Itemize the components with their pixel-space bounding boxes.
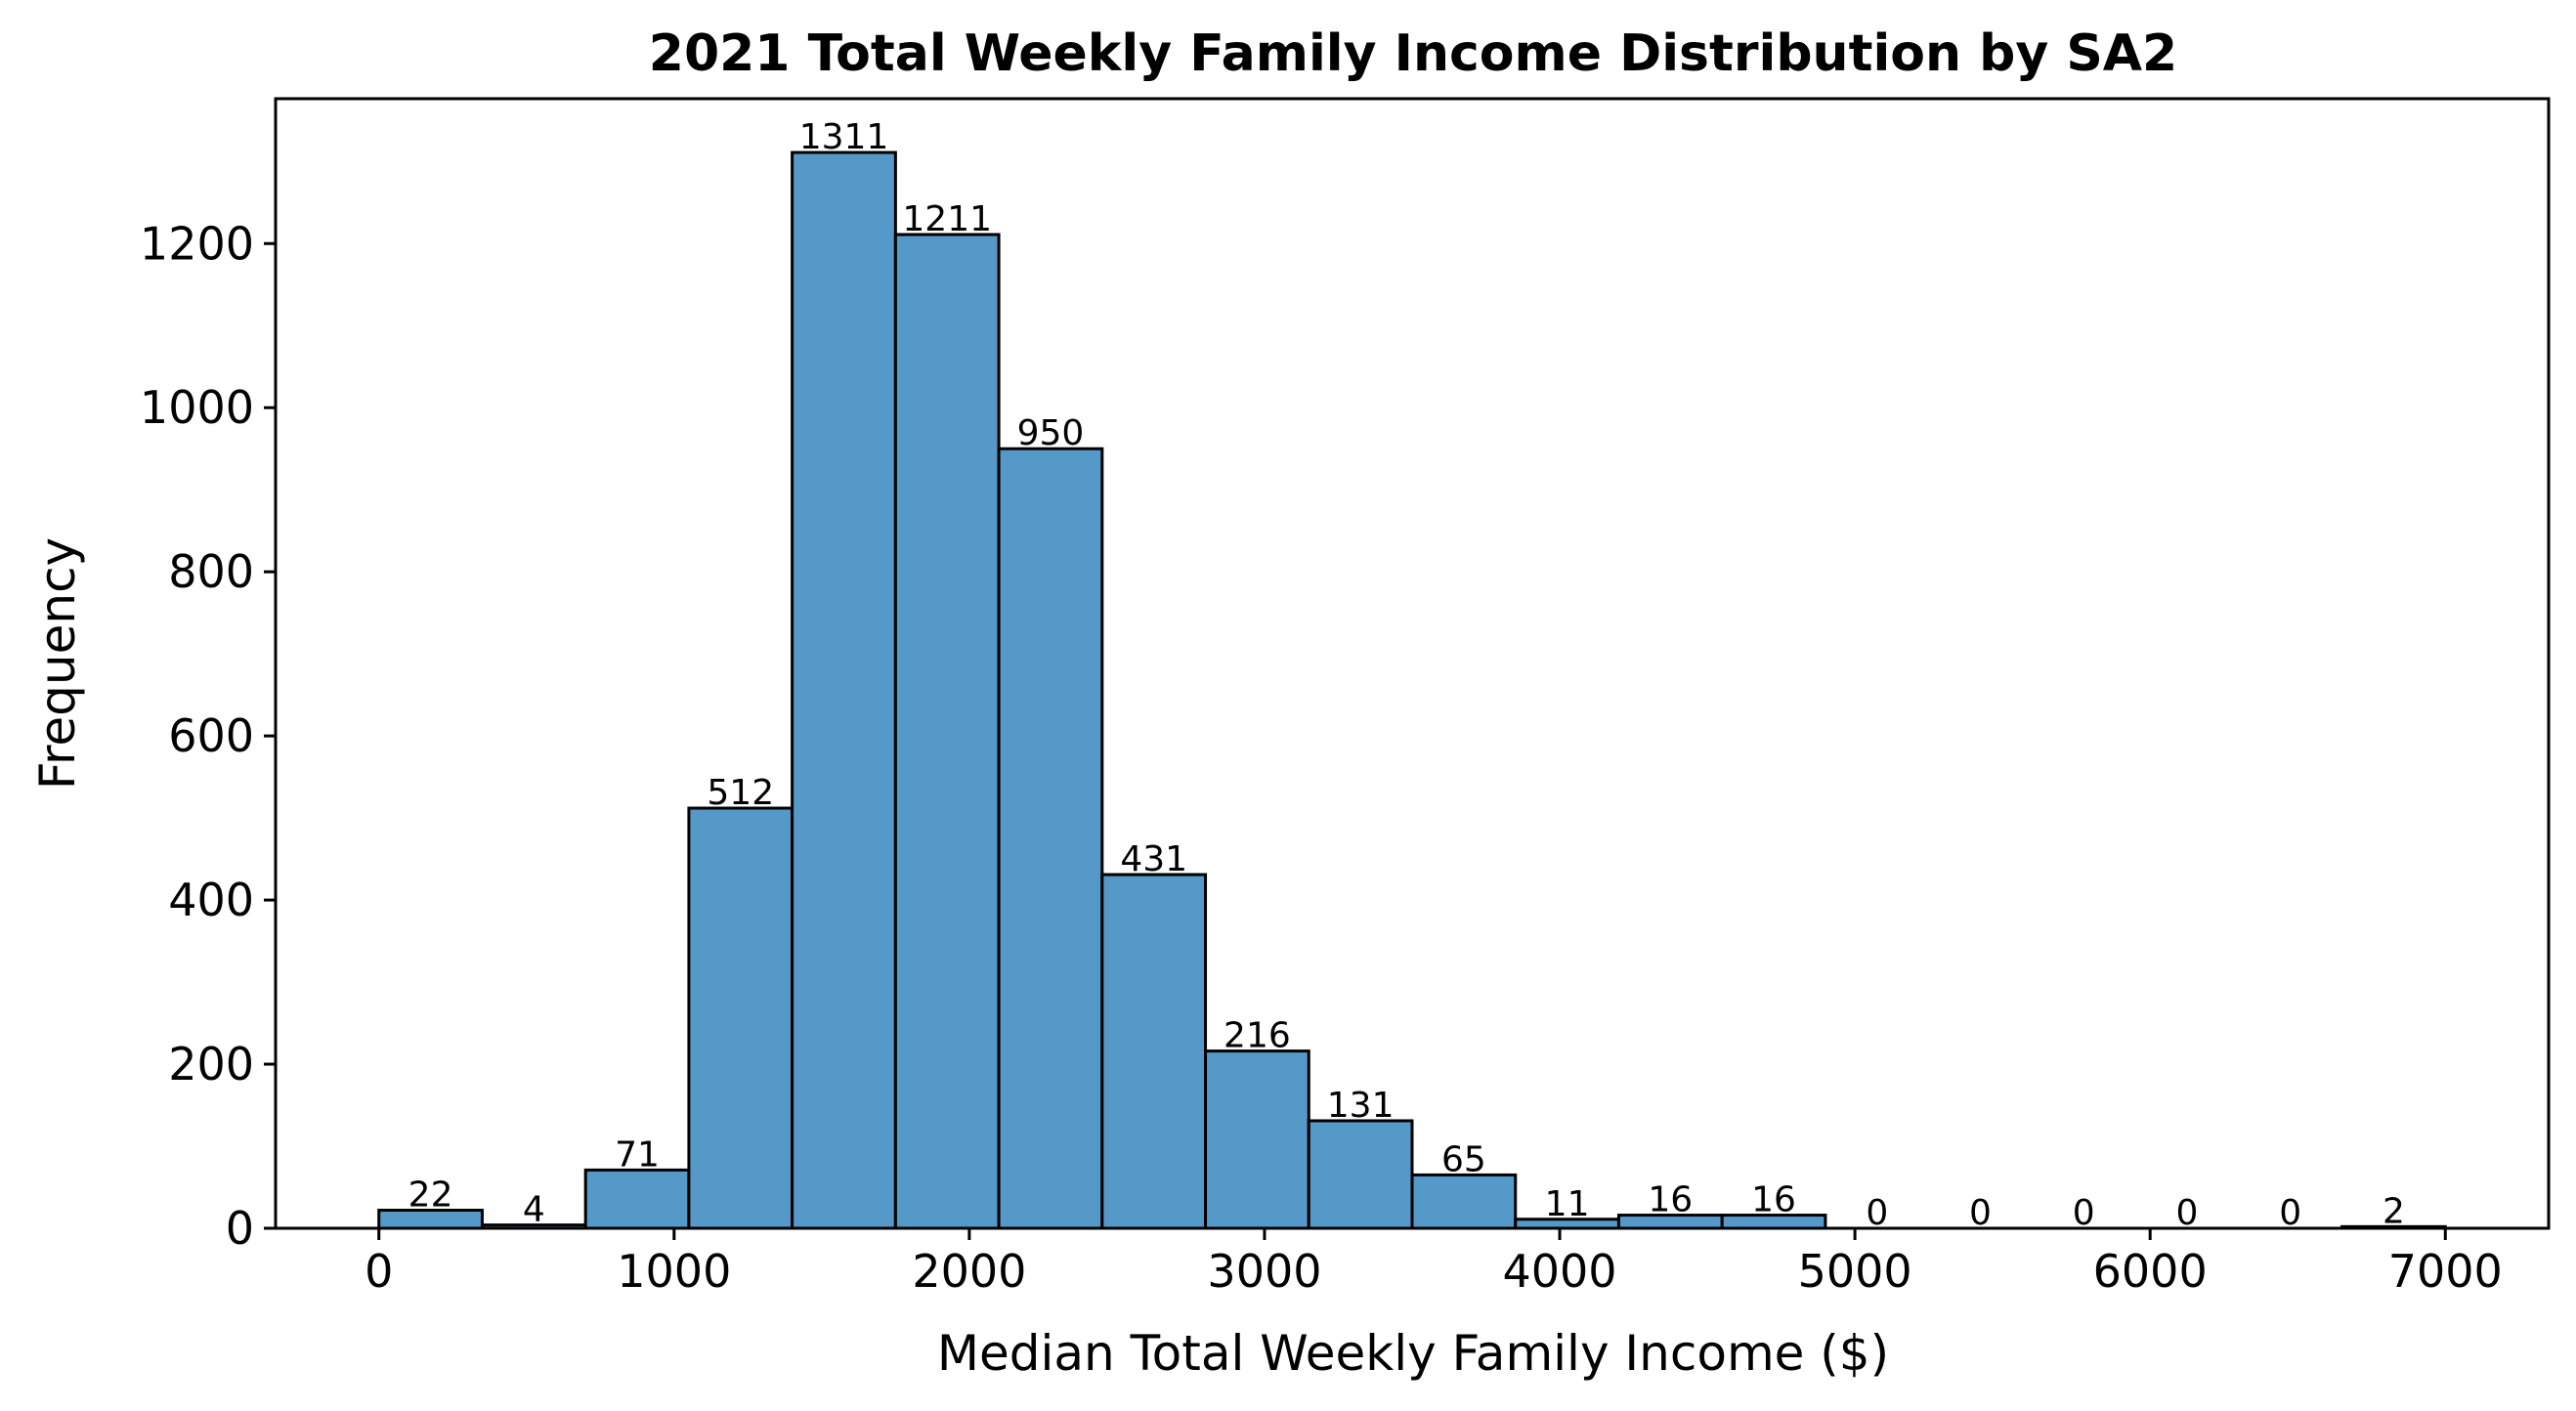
bar-value-label: 216 (1224, 1016, 1291, 1056)
data-labels-group: 22 4 71 512 1311 1211 950 431 216 131 65 11 16 16 0 0 0 0… (408, 117, 2405, 1233)
x-tick-label: 5000 (1798, 1245, 1912, 1298)
x-tick-label: 4000 (1502, 1245, 1616, 1298)
x-tick-label: 3000 (1207, 1245, 1321, 1298)
y-axis: 0 200 400 600 800 1000 1200 (140, 217, 276, 1255)
histogram-bar (893, 233, 1001, 1230)
bar-value-label: 1311 (799, 117, 889, 157)
y-tick-label: 200 (168, 1038, 254, 1090)
bar-value-label: 71 (615, 1134, 660, 1175)
bar-value-label: 950 (1017, 413, 1085, 453)
plot-frame (274, 97, 2551, 1230)
histogram-bar (1100, 873, 1208, 1230)
bar-value-label: 0 (2176, 1193, 2199, 1233)
bars-group (377, 150, 2447, 1230)
bar-value-label: 22 (408, 1176, 453, 1216)
bar-value-label: 1211 (902, 199, 992, 239)
bar-value-label: 16 (1648, 1180, 1693, 1220)
x-tick-label: 2000 (912, 1245, 1026, 1298)
bar-value-label: 16 (1751, 1180, 1796, 1220)
y-tick-label: 800 (168, 545, 254, 598)
histogram-bar (1410, 1173, 1518, 1230)
bar-value-label: 0 (1866, 1193, 1888, 1233)
chart-title: 2021 Total Weekly Family Income Distribu… (649, 24, 2177, 83)
bar-value-label: 512 (707, 773, 774, 813)
bar-value-label: 0 (1969, 1193, 1992, 1233)
bar-value-label: 431 (1120, 839, 1187, 879)
x-tick-label: 0 (365, 1245, 393, 1298)
x-tick-label: 1000 (617, 1245, 731, 1298)
histogram-bar (1204, 1049, 1310, 1230)
y-tick-label: 1000 (140, 381, 254, 434)
histogram-bar (791, 150, 897, 1230)
y-tick-label: 1200 (140, 217, 254, 270)
y-tick-label: 600 (168, 709, 254, 762)
histogram-bar (1307, 1119, 1414, 1230)
bar-value-label: 131 (1327, 1086, 1395, 1126)
x-axis-label: Median Total Weekly Family Income ($) (937, 1325, 1889, 1382)
histogram-bar (997, 447, 1104, 1230)
histogram-bar (687, 806, 794, 1230)
x-axis: 0 1000 2000 3000 4000 5000 6000 7000 (365, 1228, 2503, 1298)
histogram-bar (583, 1168, 691, 1230)
bar-value-label: 0 (2279, 1193, 2301, 1233)
y-axis-label: Frequency (29, 537, 86, 790)
bar-value-label: 0 (2073, 1193, 2095, 1233)
y-tick-label: 400 (168, 874, 254, 926)
x-tick-label: 6000 (2093, 1245, 2208, 1298)
bar-value-label: 4 (523, 1190, 545, 1230)
bar-value-label: 65 (1441, 1139, 1486, 1179)
bar-value-label: 2 (2383, 1191, 2405, 1231)
y-tick-label: 0 (226, 1202, 254, 1255)
x-tick-label: 7000 (2388, 1245, 2503, 1298)
bar-value-label: 11 (1545, 1184, 1590, 1224)
